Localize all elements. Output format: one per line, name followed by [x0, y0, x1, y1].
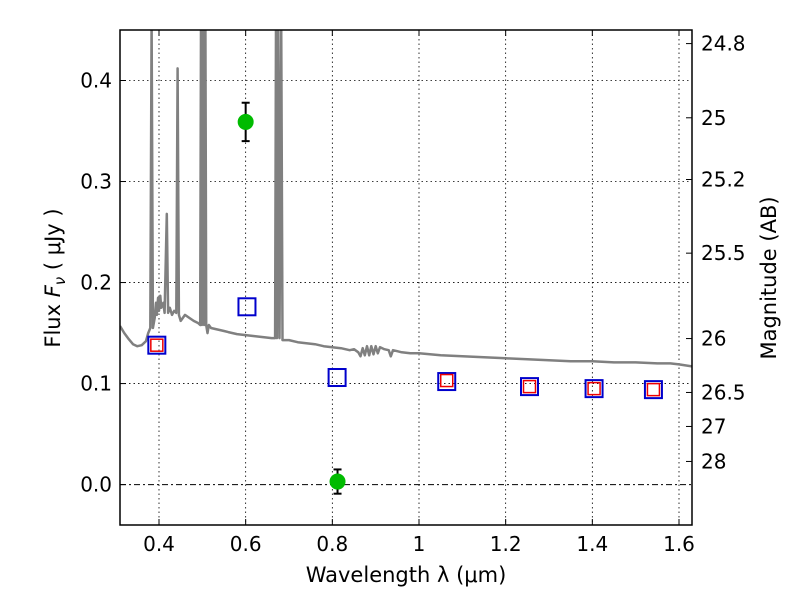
model-point-blue — [520, 377, 539, 397]
y-axis-label-post: ( μJy ) — [41, 208, 65, 276]
x-tick-label: 0.4 — [143, 532, 175, 556]
model-point-red — [587, 381, 601, 396]
plot-area — [120, 30, 692, 495]
x-tick-label: 1.2 — [490, 532, 522, 556]
model-point-blue — [584, 379, 604, 399]
observed-point — [237, 113, 254, 130]
model-point-blue — [237, 297, 257, 317]
spectrum-line — [120, 30, 692, 368]
y-tick-label: 0.1 — [80, 372, 112, 396]
magnitude-tick-label: 25.5 — [701, 241, 746, 265]
y-tick-label: 0.3 — [80, 170, 112, 194]
y-axis-label-sub: ν — [51, 277, 69, 285]
magnitude-tick-label: 25 — [701, 106, 726, 130]
model-point-red — [522, 379, 537, 394]
y-axis-label: Flux Fν ( μJy ) — [41, 208, 69, 347]
x-axis-label: Wavelength λ (μm) — [306, 563, 507, 587]
y-axis: 0.0 0.1 0.2 0.3 0.4 — [80, 69, 126, 497]
model-point-blue — [147, 335, 167, 355]
x-axis: 0.4 0.6 0.8 1 1.2 1.4 1.6 — [143, 30, 695, 556]
observed-point — [329, 473, 346, 490]
model-point-blue — [327, 368, 347, 388]
y-axis-label-pre: Flux — [41, 297, 65, 347]
model-point-blue — [643, 380, 663, 400]
magnitude-tick-label: 25.2 — [701, 167, 746, 191]
magnitude-tick-label: 26 — [701, 327, 726, 351]
x-tick-label: 1 — [413, 532, 426, 556]
model-point-red — [150, 338, 164, 352]
plot-clip-group — [120, 30, 692, 495]
magnitude-tick-label: 26.5 — [701, 380, 746, 404]
y-axis-label-var: F — [41, 284, 65, 297]
magnitude-axis-label: Magnitude (AB) — [757, 196, 781, 359]
magnitude-tick-label: 24.8 — [701, 32, 746, 56]
magnitude-axis: 24.8 25 25.2 25.5 26 26.5 27 28 — [686, 32, 746, 473]
y-tick-label: 0.4 — [80, 69, 112, 93]
model-point-red — [646, 382, 661, 397]
magnitude-tick-label: 27 — [701, 414, 726, 438]
plot-frame — [119, 29, 693, 526]
y-tick-label: 0.2 — [80, 271, 112, 295]
x-tick-label: 1.6 — [663, 532, 695, 556]
x-tick-label: 0.8 — [316, 532, 348, 556]
x-tick-label: 0.6 — [230, 532, 262, 556]
magnitude-tick-label: 28 — [701, 449, 726, 473]
grid — [120, 30, 692, 525]
model-point-blue — [437, 372, 457, 392]
y-tick-label: 0.0 — [80, 473, 112, 497]
x-tick-label: 1.4 — [576, 532, 608, 556]
model-point-red — [439, 373, 454, 388]
